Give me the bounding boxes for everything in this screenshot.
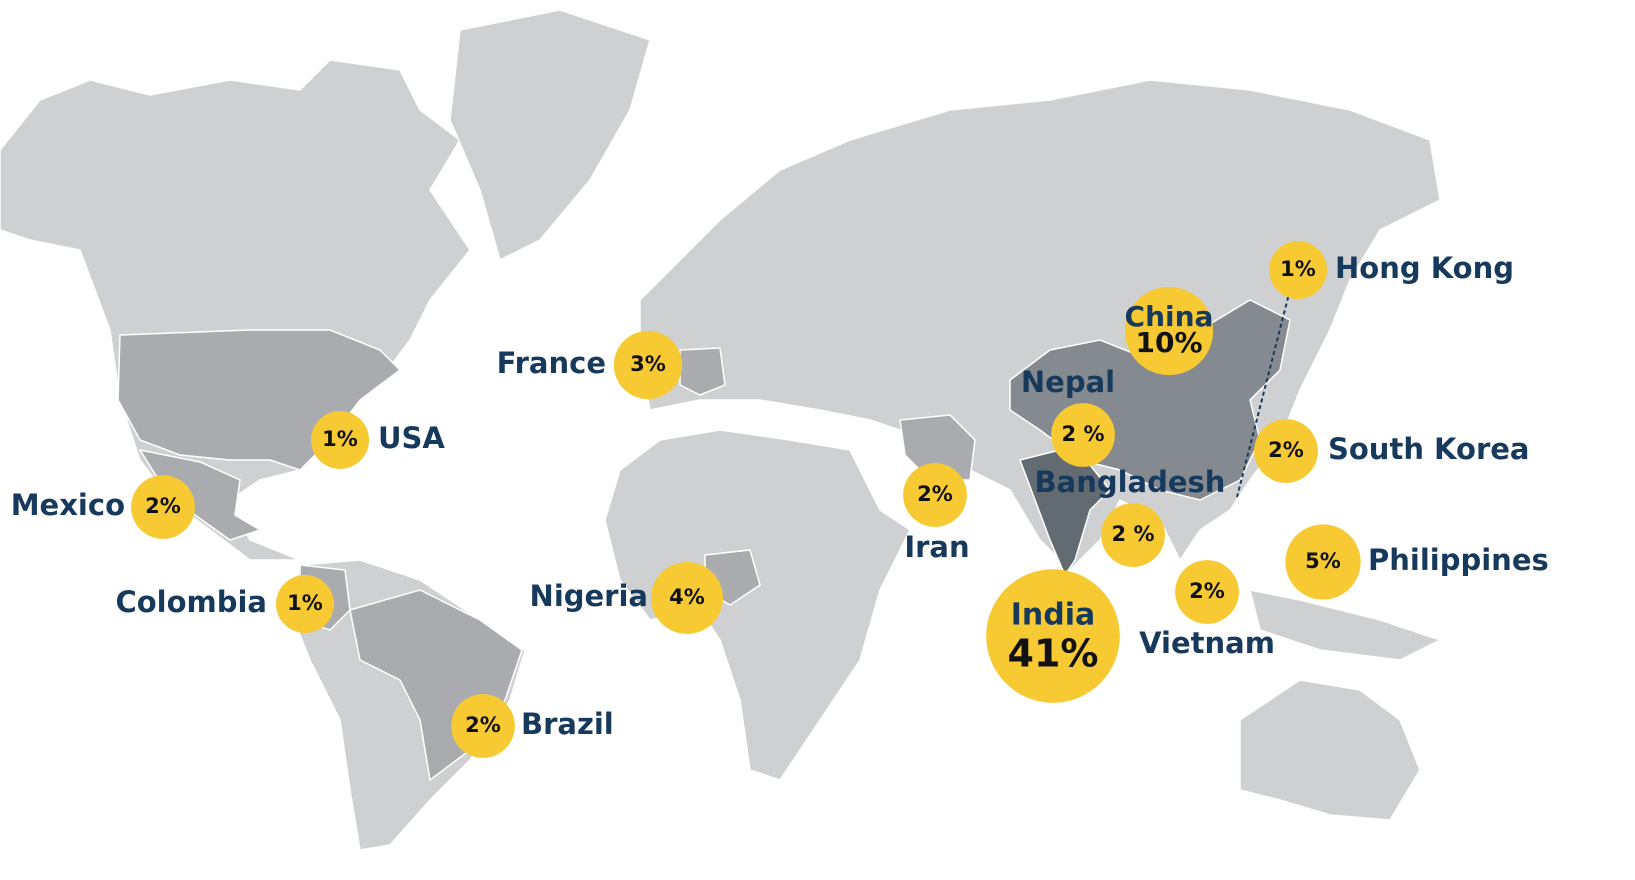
bubble — [276, 575, 334, 633]
se-asia-islands — [1248, 589, 1442, 661]
africa — [604, 429, 911, 781]
value-label: 2% — [465, 713, 501, 737]
markers: 1% USA 2% Mexico 1% Colombia 2% Brazil 3% France 4… — [11, 241, 1549, 758]
bubble — [1254, 419, 1318, 483]
bubble — [651, 562, 723, 634]
value-label: 1% — [1280, 257, 1316, 281]
country-name: Philippines — [1368, 543, 1549, 577]
country-name: Iran — [904, 530, 969, 564]
bubble — [131, 475, 195, 539]
country-name: Colombia — [115, 585, 267, 619]
country-name: South Korea — [1328, 432, 1530, 466]
bubble — [613, 330, 683, 400]
greenland — [449, 9, 651, 262]
value-label: 2% — [1268, 438, 1304, 462]
bubble — [1285, 524, 1361, 600]
country-name: Nepal — [1021, 365, 1115, 399]
country-name: Mexico — [11, 488, 125, 522]
country-name: Hong Kong — [1335, 251, 1514, 285]
iran — [899, 414, 976, 481]
value-label: 2 % — [1062, 422, 1105, 446]
bubble — [1269, 241, 1327, 299]
value-label: 2% — [145, 494, 181, 518]
value-label: 2% — [1189, 579, 1225, 603]
value-label: 10% — [1135, 326, 1202, 359]
bubble — [451, 694, 515, 758]
bubble — [1175, 560, 1239, 624]
bubble — [1101, 503, 1165, 567]
country-name: USA — [378, 421, 445, 455]
bubble — [986, 569, 1120, 703]
country-name: China — [1125, 300, 1214, 333]
bubble — [903, 463, 967, 527]
value-label: 4% — [669, 585, 705, 609]
country-name: Nigeria — [530, 579, 648, 613]
value-label: 3% — [630, 352, 666, 376]
continents — [0, 9, 1442, 851]
value-label: 5% — [1305, 549, 1341, 573]
france — [679, 347, 726, 396]
country-name: France — [497, 346, 606, 380]
australia — [1239, 679, 1421, 821]
bubble — [311, 411, 369, 469]
connector-line — [1236, 289, 1291, 498]
value-label: 2% — [917, 482, 953, 506]
bubble — [1051, 403, 1115, 467]
country-name: Bangladesh — [1035, 465, 1226, 499]
value-label: 1% — [287, 591, 323, 615]
country-name: Vietnam — [1139, 626, 1275, 660]
value-label: 2 % — [1112, 522, 1155, 546]
value-label: 1% — [322, 427, 358, 451]
country-name: India — [1011, 597, 1096, 632]
value-label: 41% — [1008, 632, 1099, 676]
bubble — [1124, 286, 1214, 376]
country-name: Brazil — [521, 707, 614, 741]
